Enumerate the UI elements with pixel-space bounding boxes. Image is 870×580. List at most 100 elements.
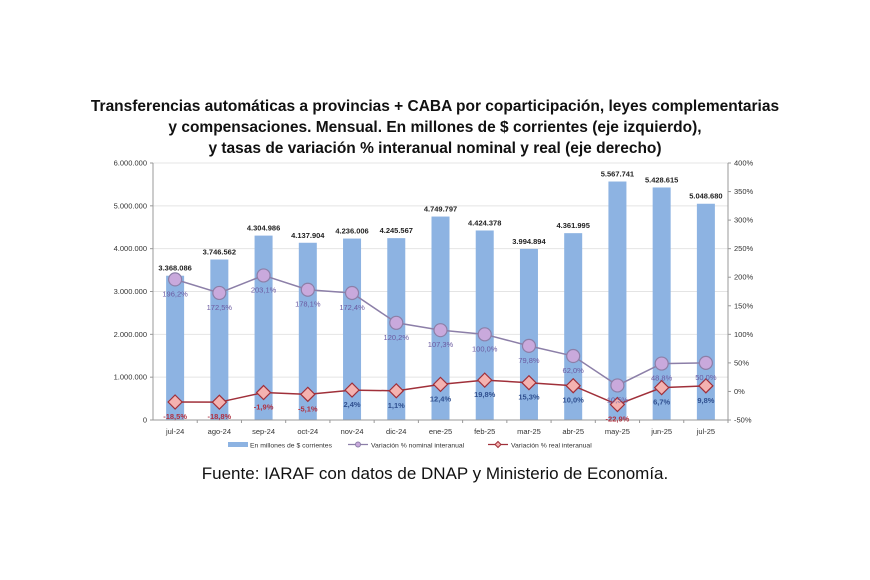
nominal-value-label: 120,2% <box>384 333 410 342</box>
nominal-point <box>168 272 183 287</box>
bar-value-label: 3.746.562 <box>203 248 236 257</box>
right-tick-label: 350% <box>734 187 754 196</box>
title-line-2: y compensaciones. Mensual. En millones d… <box>168 119 702 136</box>
nominal-value-label: 10,5% <box>607 395 629 404</box>
real-value-label: 2,4% <box>343 400 360 409</box>
bar <box>608 181 627 420</box>
bar <box>431 216 450 420</box>
line-series <box>167 268 714 413</box>
legend-swatch-bar <box>228 442 248 447</box>
right-tick-label: 150% <box>734 301 754 310</box>
nominal-point <box>521 338 537 353</box>
bar-value-label: 4.361.995 <box>557 221 590 230</box>
x-tick-label: sep-24 <box>252 427 275 436</box>
real-point <box>344 382 360 398</box>
nominal-point <box>389 315 404 330</box>
bar <box>564 233 583 420</box>
bar <box>519 248 538 420</box>
real-value-label: 19,8% <box>474 390 496 399</box>
real-point <box>609 396 626 413</box>
legend-label-real: Variación % real interanual <box>511 443 592 450</box>
legend: En millones de $ corrientes Variación % n… <box>228 440 592 450</box>
nominal-value-label: 196,2% <box>162 289 188 298</box>
real-point <box>211 394 228 411</box>
right-tick-label: 50% <box>734 358 749 367</box>
real-point <box>299 386 316 403</box>
nominal-value-label: 172,5% <box>207 303 233 312</box>
left-tick-label: 3.000.000 <box>114 287 147 296</box>
nominal-point <box>212 285 227 301</box>
real-point <box>653 379 670 396</box>
axes: 0 1.000.000 2.000.000 3.000.000 4.000.000 5.0… <box>114 159 754 437</box>
right-tick-label: 400% <box>734 159 754 168</box>
real-value-label: 1,1% <box>388 401 405 410</box>
nominal-value-label: 48,8% <box>651 374 673 383</box>
x-tick-label: ago-24 <box>208 427 231 436</box>
bar <box>343 238 362 420</box>
real-value-label: 6,7% <box>653 398 670 407</box>
bar-value-label: 3.994.894 <box>512 237 546 246</box>
bar-value-label: 4.304.986 <box>247 224 280 233</box>
bar <box>166 275 185 420</box>
bar-value-label: 5.567.741 <box>601 170 634 179</box>
x-tick-label: jun-25 <box>650 427 672 436</box>
title-line-3: y tasas de variación % interanual nomina… <box>208 140 662 157</box>
x-tick-label: abr-25 <box>562 427 584 436</box>
nominal-value-label: 203,1% <box>251 285 277 294</box>
real-point <box>167 394 183 410</box>
bar-value-label: 4.749.797 <box>424 205 457 214</box>
left-tick-label: 0 <box>143 416 147 425</box>
nominal-value-label: 62,0% <box>563 366 585 375</box>
nominal-point <box>566 348 581 364</box>
real-value-label: -18,8% <box>207 412 231 421</box>
bar <box>254 235 273 420</box>
nominal-value-label: 79,8% <box>518 356 540 365</box>
left-tick-label: 1.000.000 <box>114 373 147 382</box>
right-tick-label: 200% <box>734 273 754 282</box>
bar-value-label: 4.236.006 <box>335 227 368 236</box>
bar-value-label: 5.428.615 <box>645 175 678 184</box>
right-tick-label: 0% <box>734 387 745 396</box>
nominal-point <box>300 282 315 297</box>
real-value-label: 15,3% <box>518 393 540 402</box>
real-point <box>255 384 272 401</box>
source-note: Fuente: IARAF con datos de DNAP y Minist… <box>201 464 669 483</box>
nominal-point <box>477 327 492 342</box>
nominal-point <box>256 268 271 283</box>
bar <box>475 230 494 420</box>
legend-marker-real <box>494 440 502 449</box>
nominal-value-label: 107,3% <box>428 340 454 349</box>
real-point <box>388 382 405 399</box>
nominal-value-label: 172,4% <box>339 303 365 312</box>
nominal-point <box>698 355 713 370</box>
legend-marker-nominal <box>355 441 361 448</box>
real-value-label: 10,0% <box>563 396 585 405</box>
bar-value-label: 5.048.680 <box>689 192 722 201</box>
left-tick-label: 5.000.000 <box>114 201 147 210</box>
x-tick-label: jul-25 <box>696 427 715 436</box>
nominal-point <box>610 378 625 393</box>
x-tick-label: nov-24 <box>341 427 364 436</box>
nominal-value-label: 100,0% <box>472 344 498 353</box>
x-tick-label: oct-24 <box>297 427 318 436</box>
real-value-label: 12,4% <box>430 394 452 403</box>
right-tick-label: 250% <box>734 244 754 253</box>
x-tick-label: ene-25 <box>429 427 452 436</box>
nominal-value-label: 50,0% <box>695 373 717 382</box>
x-tick-label: may-25 <box>605 427 630 436</box>
bar-value-label: 4.245.567 <box>380 226 413 235</box>
legend-label-nominal: Variación % nominal interanual <box>371 443 465 450</box>
real-value-label: -18,5% <box>163 412 187 421</box>
bar-value-label: 4.424.378 <box>468 218 501 227</box>
x-tick-label: mar-25 <box>517 427 541 436</box>
right-tick-label: 300% <box>734 216 754 225</box>
bar-value-label: 3.368.086 <box>158 264 191 273</box>
real-value-label: -22,9% <box>606 415 630 424</box>
title-line-1: Transferencias automáticas a provincias … <box>90 98 780 115</box>
left-tick-label: 2.000.000 <box>114 330 147 339</box>
nominal-point <box>344 285 360 301</box>
left-tick-label: 6.000.000 <box>114 159 147 168</box>
nominal-value-label: 178,1% <box>295 300 321 309</box>
nominal-point <box>654 356 669 371</box>
